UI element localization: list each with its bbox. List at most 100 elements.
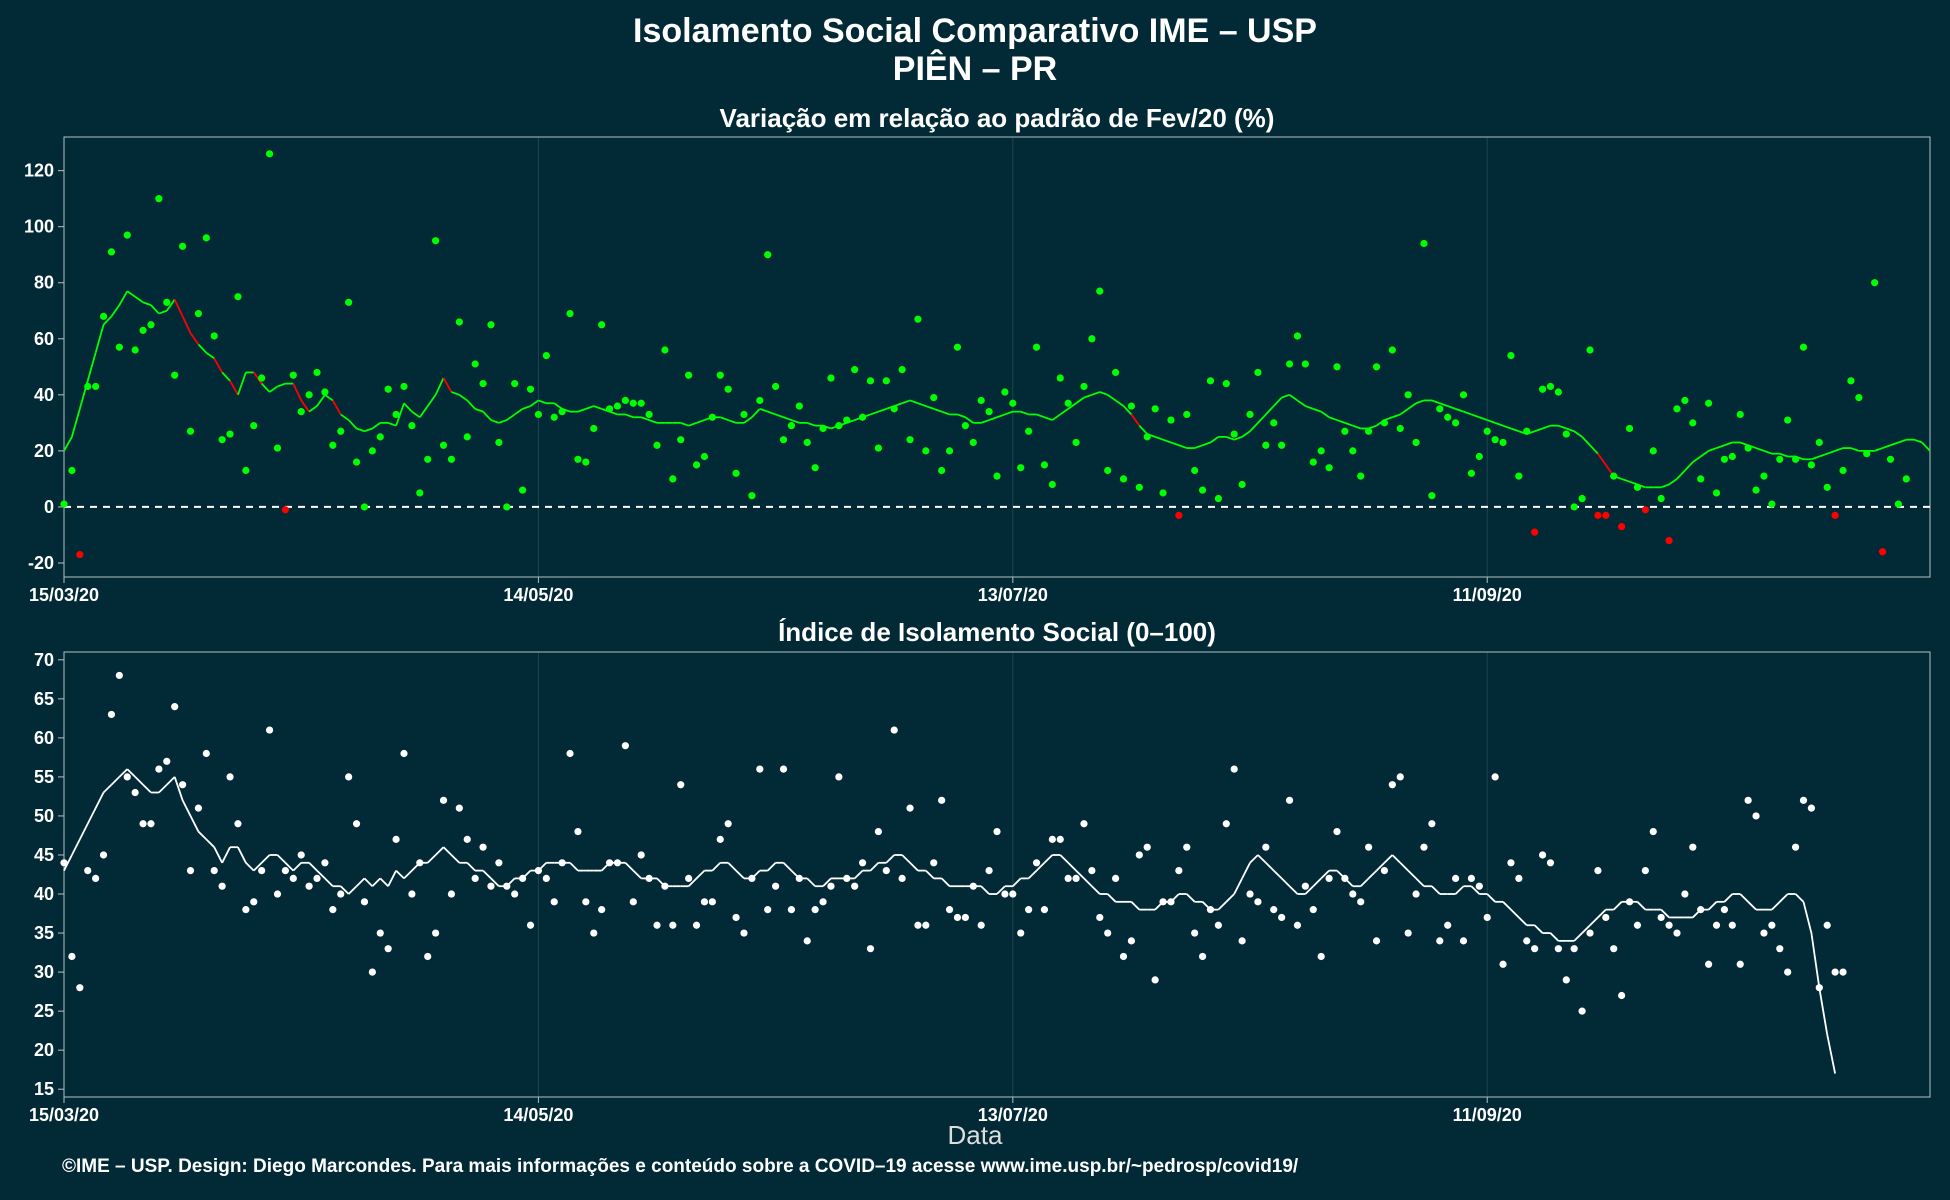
p1-moving-average-segment [158,309,168,315]
p2-data-point [321,859,329,867]
p2-data-point [1689,843,1697,851]
p1-moving-average-segment [1020,410,1029,416]
p1-moving-average-segment [1716,444,1725,449]
p2-data-point [1175,866,1183,875]
p1-moving-average-segment [1486,419,1496,424]
p1-data-point [953,343,962,351]
p2-data-point [1301,882,1309,890]
p2-data-point [613,859,622,867]
p2-data-point [1293,921,1302,929]
p1-data-point [1357,472,1365,480]
p2-y-tick-label: 25 [34,1001,54,1021]
p2-data-point [605,859,614,867]
p2-data-point [186,866,195,875]
p2-data-point [1372,937,1381,945]
p2-moving-average-segment [767,862,777,872]
p2-moving-average-segment [490,877,500,887]
p1-moving-average-segment [1130,413,1141,427]
p1-data-point [1689,419,1697,427]
p1-data-point [1396,424,1404,433]
p1-data-point [819,424,827,433]
p2-data-point [218,882,226,890]
p1-data-point [376,433,384,441]
p1-data-point [352,458,361,466]
p1-data-point [1309,458,1317,466]
p2-data-point [1507,859,1515,867]
p2-data-point [1349,890,1357,898]
p1-y-tick-label: 100 [24,217,54,237]
p1-moving-average-segment [253,371,263,385]
p1-data-point [1649,447,1657,455]
p2-moving-average-segment [1035,862,1046,872]
p2-data-point [1776,945,1784,953]
p1-moving-average-segment [791,419,800,424]
p2-moving-average-segment [1083,877,1093,887]
p1-data-point [439,441,448,449]
p1-moving-average-segment [411,410,421,418]
p2-moving-average-segment [1613,901,1623,911]
p1-data-point [740,410,748,419]
p1-moving-average-segment [783,416,792,421]
p2-data-point [874,827,882,836]
panel2-title: Índice de Isolamento Social (0–100) [778,617,1216,647]
p1-data-point [163,298,171,306]
p1-data-point [1705,399,1713,407]
p1-moving-average-segment [126,290,136,298]
p2-data-point [574,827,582,836]
p1-data-point [1657,494,1665,503]
p2-data-point [977,921,985,929]
p1-data-point [827,374,835,382]
p1-moving-average-segment [1834,447,1844,452]
p2-moving-average-segment [1502,901,1512,911]
p2-data-point [1285,796,1294,804]
p2-moving-average-segment [94,792,105,809]
p2-moving-average-segment [340,885,350,895]
p1-moving-average-segment [957,413,966,419]
p1-y-tick-label: 60 [34,329,54,349]
p1-data-point [732,469,740,477]
p1-moving-average-segment [1138,425,1148,435]
p1-moving-average-segment [1724,441,1733,447]
p1-data-point [653,441,661,449]
p2-moving-average-segment [1281,877,1291,887]
chart-title: Isolamento Social Comparativo IME – USP [633,12,1317,50]
p1-data-point [1080,382,1088,391]
p1-data-point [1728,452,1736,461]
p1-moving-average-segment [640,416,650,421]
p2-moving-average-segment [925,869,935,880]
p2-data-point [732,913,740,922]
p1-data-point [1230,430,1238,438]
p2-data-point [866,945,875,953]
p2-data-point [811,906,819,914]
p1-data-point [1697,475,1705,483]
p1-data-point [107,248,116,256]
p1-moving-average-segment [142,301,152,307]
p2-moving-average-segment [126,768,136,778]
p2-moving-average-segment [1288,885,1299,895]
p1-moving-average-segment [1099,391,1108,396]
p2-data-point [360,898,369,906]
p1-data-point [518,486,527,494]
p1-moving-average-segment [743,416,753,424]
p1-moving-average-segment [1107,394,1117,402]
p1-moving-average-segment [197,343,207,354]
p2-data-point [1451,874,1460,883]
p2-moving-average-segment [173,776,184,801]
p2-data-point [234,820,242,828]
p1-data-point [1712,489,1721,497]
p1-moving-average-segment [1075,396,1085,404]
p1-data-point [1594,511,1602,519]
p1-moving-average-segment [308,405,318,413]
p1-moving-average-segment [988,416,998,421]
p2-moving-average-segment [1597,908,1607,919]
p1-data-point [835,422,843,430]
p2-data-point [1618,991,1626,1000]
p2-y-tick-label: 70 [34,650,54,670]
p2-data-point [843,874,851,883]
p1-data-point [1009,399,1017,407]
p2-moving-average-segment [1027,869,1038,880]
p2-data-point [1396,773,1404,781]
p2-data-point [1017,929,1025,937]
p2-data-point [677,781,685,789]
p1-data-point [329,441,337,449]
